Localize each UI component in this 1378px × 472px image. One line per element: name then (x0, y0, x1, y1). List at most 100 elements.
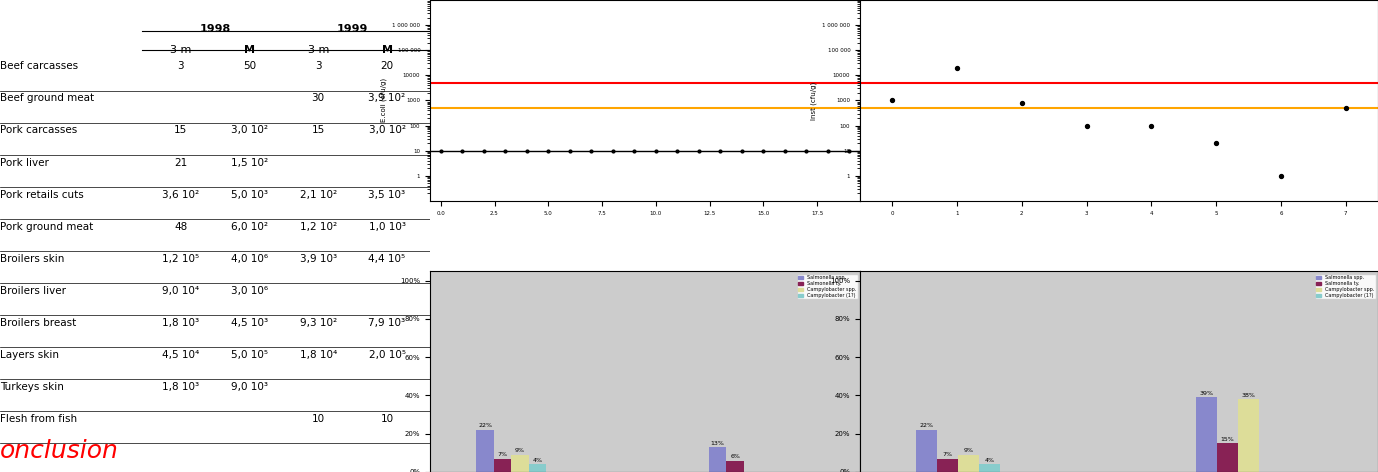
Text: 9,0 10³: 9,0 10³ (232, 382, 267, 392)
Point (1271, 172, 1293, 179)
Point (1011, 99, 1034, 107)
Text: 30: 30 (311, 93, 325, 103)
Bar (1196, 397, 1217, 472)
Text: 3 m: 3 m (307, 45, 329, 55)
Text: Pork retails cuts: Pork retails cuts (0, 190, 84, 200)
Text: Turkeys skin: Turkeys skin (0, 382, 63, 392)
Bar (708, 447, 726, 472)
Text: 4,4 10⁵: 4,4 10⁵ (368, 254, 405, 264)
Bar (726, 461, 744, 472)
Text: 1,0 10³: 1,0 10³ (368, 222, 405, 232)
Point (882, 97, 904, 104)
Point (580, 147, 602, 154)
Point (558, 147, 580, 154)
Text: 15%: 15% (1221, 437, 1235, 442)
Point (645, 147, 667, 154)
Text: 4,5 10³: 4,5 10³ (232, 318, 267, 328)
Point (1206, 139, 1228, 147)
Text: 3,0 10²: 3,0 10² (232, 126, 267, 135)
Text: 1,2 10⁵: 1,2 10⁵ (163, 254, 200, 264)
Text: 2,1 10²: 2,1 10² (299, 190, 336, 200)
Text: 10: 10 (311, 414, 325, 424)
Text: 4%: 4% (984, 458, 995, 463)
Text: 21: 21 (174, 158, 187, 168)
Bar (477, 430, 493, 472)
Point (430, 147, 452, 154)
Text: 15: 15 (174, 126, 187, 135)
Point (537, 147, 559, 154)
Text: 39%: 39% (1199, 391, 1214, 396)
Text: 3,5 10³: 3,5 10³ (368, 190, 405, 200)
Point (1141, 122, 1163, 129)
Text: Broilers skin: Broilers skin (0, 254, 65, 264)
Text: 5,0 10³: 5,0 10³ (232, 190, 267, 200)
Text: Pork ground meat: Pork ground meat (0, 222, 94, 232)
Text: 1,2 10²: 1,2 10² (299, 222, 336, 232)
Bar (529, 464, 546, 472)
Text: Beef carcasses: Beef carcasses (0, 61, 79, 71)
Text: 4,0 10⁶: 4,0 10⁶ (232, 254, 267, 264)
Text: 22%: 22% (478, 423, 492, 429)
Text: Pork carcasses: Pork carcasses (0, 126, 77, 135)
Text: 9%: 9% (515, 448, 525, 453)
Text: 7%: 7% (497, 452, 507, 457)
Text: 1999: 1999 (336, 24, 368, 34)
Text: Pork liver: Pork liver (0, 158, 48, 168)
Point (495, 147, 517, 154)
Text: M: M (244, 45, 255, 55)
Point (710, 147, 732, 154)
Text: 50: 50 (243, 61, 256, 71)
Point (773, 147, 795, 154)
Text: Broilers liver: Broilers liver (0, 286, 66, 296)
Legend: Salmonella spp., Salmonella ty., Campylobacter spp., Campylobacter (1?): Salmonella spp., Salmonella ty., Campylo… (796, 274, 857, 299)
Text: 3: 3 (316, 61, 321, 71)
Bar (958, 455, 978, 472)
Text: 48: 48 (174, 222, 187, 232)
Text: 9,0 10⁴: 9,0 10⁴ (163, 286, 200, 296)
Bar (511, 455, 529, 472)
Point (473, 147, 495, 154)
Bar (978, 464, 1000, 472)
Text: 3,9 10²: 3,9 10² (368, 93, 405, 103)
Point (1335, 104, 1357, 112)
Text: 1,8 10⁴: 1,8 10⁴ (299, 350, 336, 360)
Bar (1217, 443, 1237, 472)
Text: 13%: 13% (711, 440, 725, 446)
Text: Layers skin: Layers skin (0, 350, 59, 360)
Legend: Salmonella spp., Salmonella ty., Campylobacter spp., Campylobacter (1?): Salmonella spp., Salmonella ty., Campylo… (1315, 274, 1375, 299)
Text: Broilers breast: Broilers breast (0, 318, 76, 328)
Text: Beef ground meat: Beef ground meat (0, 93, 94, 103)
Text: 3,9 10³: 3,9 10³ (299, 254, 336, 264)
Text: 1,8 10³: 1,8 10³ (163, 382, 200, 392)
Point (838, 147, 860, 154)
Text: 9%: 9% (963, 448, 973, 453)
Point (666, 147, 688, 154)
Text: 9,3 10²: 9,3 10² (299, 318, 336, 328)
Point (1076, 122, 1098, 129)
Point (451, 147, 473, 154)
Text: 6,0 10²: 6,0 10² (232, 222, 267, 232)
Bar (1237, 399, 1259, 472)
Text: 6%: 6% (730, 454, 740, 459)
Bar (937, 459, 958, 472)
Text: 22%: 22% (919, 423, 933, 429)
Bar (916, 430, 937, 472)
Y-axis label: E.coli (cfu/g): E.coli (cfu/g) (380, 78, 387, 123)
Text: 3,0 10⁶: 3,0 10⁶ (232, 286, 267, 296)
Text: 1998: 1998 (200, 24, 230, 34)
Text: 10: 10 (380, 414, 394, 424)
Point (817, 147, 839, 154)
Text: 2,0 10⁵: 2,0 10⁵ (368, 350, 405, 360)
Text: 38%: 38% (1242, 393, 1255, 398)
Point (947, 64, 969, 72)
Point (688, 147, 710, 154)
Text: 1,5 10²: 1,5 10² (232, 158, 267, 168)
Text: 7,9 10³: 7,9 10³ (368, 318, 405, 328)
Point (795, 147, 817, 154)
Text: onclusion: onclusion (0, 438, 119, 463)
Text: 15: 15 (311, 126, 325, 135)
Text: 3,0 10²: 3,0 10² (368, 126, 405, 135)
Point (515, 147, 537, 154)
Point (602, 147, 624, 154)
Text: 5,0 10⁵: 5,0 10⁵ (232, 350, 267, 360)
